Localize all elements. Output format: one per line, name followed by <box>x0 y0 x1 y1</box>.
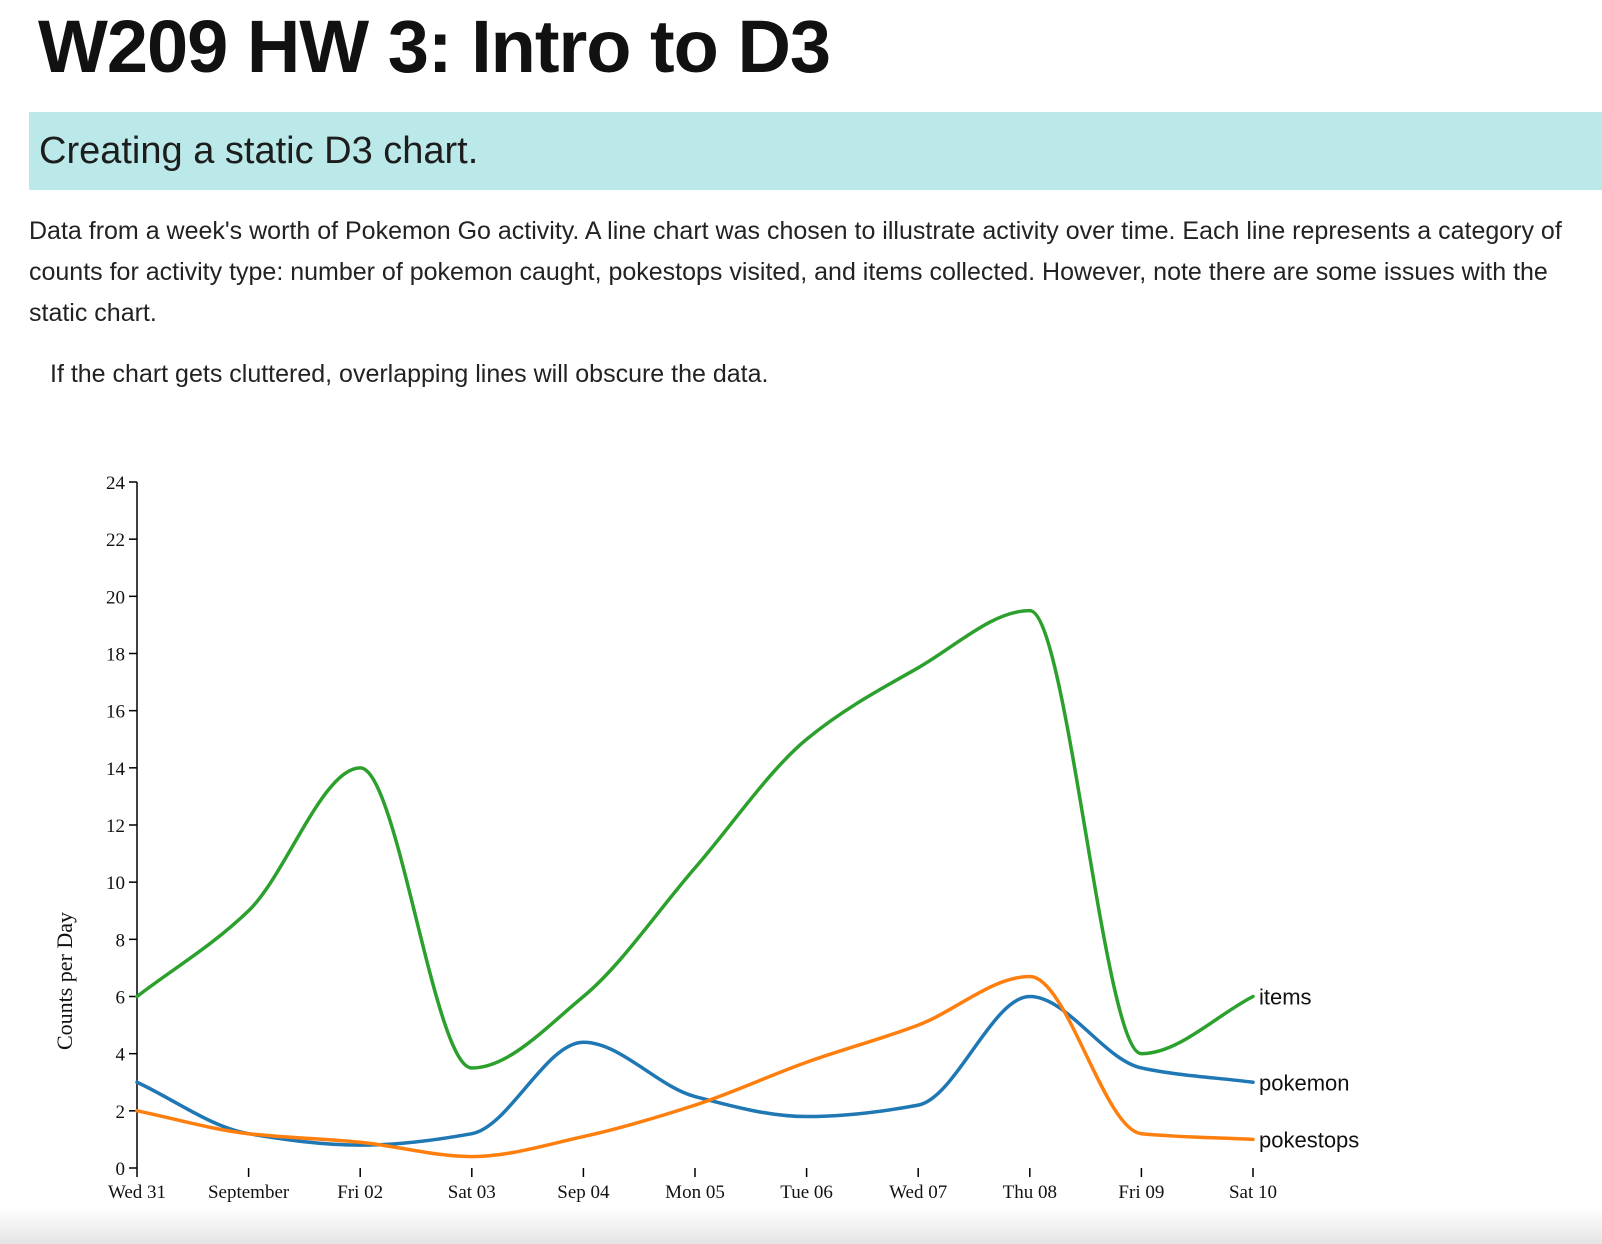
y-tick-label: 2 <box>116 1102 126 1123</box>
x-tick-label: Sat 03 <box>448 1182 496 1203</box>
page-title: W209 HW 3: Intro to D3 <box>38 5 831 88</box>
y-tick-label: 8 <box>116 930 126 951</box>
x-tick-label: Wed 31 <box>108 1182 166 1203</box>
series-line-pokestops <box>135 974 1255 1159</box>
x-tick-label: Fri 09 <box>1118 1182 1164 1203</box>
series-label-pokestops: pokestops <box>1259 1127 1359 1152</box>
series-label-items: items <box>1259 985 1312 1010</box>
x-tick-label: Sat 10 <box>1229 1182 1277 1203</box>
y-tick-label: 12 <box>106 816 125 837</box>
bottom-fade <box>0 1208 1602 1244</box>
chart-note: If the chart gets cluttered, overlapping… <box>50 360 769 388</box>
y-tick-label: 0 <box>116 1159 126 1180</box>
y-tick-label: 22 <box>106 530 125 551</box>
series-label-pokemon: pokemon <box>1259 1070 1350 1095</box>
y-tick-label: 20 <box>106 587 125 608</box>
x-tick-label: Mon 05 <box>665 1182 725 1203</box>
y-tick-label: 4 <box>116 1045 126 1066</box>
x-tick-label: Thu 08 <box>1003 1182 1057 1203</box>
series-labels: items pokemon pokestops <box>1259 985 1359 1153</box>
y-tick-label: 6 <box>116 988 126 1009</box>
x-tick-label: Wed 07 <box>889 1182 947 1203</box>
subtitle-banner: Creating a static D3 chart. <box>29 112 1602 190</box>
y-tick-label: 16 <box>106 702 125 723</box>
series-line-items <box>135 608 1255 1070</box>
y-tick-label: 10 <box>106 873 125 894</box>
series-lines <box>135 608 1255 1159</box>
page-subtitle: Creating a static D3 chart. <box>39 130 479 172</box>
x-tick-label: Fri 02 <box>337 1182 383 1203</box>
y-tick-label: 24 <box>106 473 126 494</box>
y-tick-label: 14 <box>106 759 126 780</box>
x-axis: Wed 31 September Fri 02 Sat 03 Sep 04 Mon 05 T… <box>108 1168 1277 1203</box>
y-axis-label: Counts per Day <box>52 912 77 1050</box>
x-tick-label: Tue 06 <box>780 1182 833 1203</box>
series-line-pokemon <box>135 994 1255 1147</box>
y-tick-label: 18 <box>106 645 125 666</box>
x-tick-label: September <box>208 1182 290 1203</box>
chart-description: Data from a week's worth of Pokemon Go a… <box>29 217 1562 327</box>
x-tick-label: Sep 04 <box>557 1182 610 1203</box>
